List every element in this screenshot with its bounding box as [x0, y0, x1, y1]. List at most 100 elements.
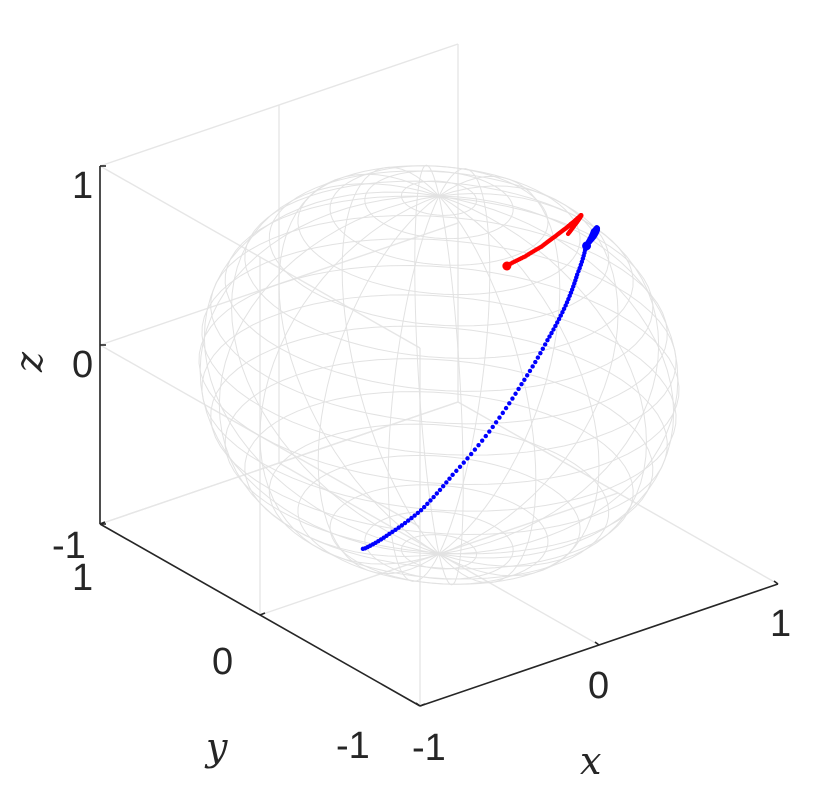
sphere-longitude-line: [387, 195, 440, 582]
x-axis-tick: [773, 580, 779, 585]
y-tick-1: 1: [72, 557, 93, 599]
series-1-point: [472, 447, 478, 452]
series-1-point: [553, 323, 558, 329]
series-1-point: [461, 460, 466, 465]
sphere-longitude-line: [259, 195, 440, 565]
series-1-point: [440, 484, 446, 489]
sphere-longitude-line: [438, 195, 537, 584]
series-1-point: [527, 368, 533, 374]
series-1-point: [428, 498, 433, 503]
series-1-point: [402, 520, 408, 526]
series-1-point: [545, 337, 550, 343]
series-1-point: [415, 510, 421, 516]
series-1-point: [457, 464, 463, 469]
series-1-point: [454, 468, 459, 474]
series-1-point: [516, 386, 521, 392]
series-1-point: [444, 480, 449, 485]
sphere-longitude-line: [317, 195, 440, 575]
series-0-point: [565, 231, 571, 237]
series-1-point: [507, 401, 512, 406]
floor-gridline: [457, 401, 779, 585]
series-1-point: [393, 527, 398, 532]
sphere-longitude-line: [218, 195, 440, 557]
series-1-point: [476, 442, 481, 448]
series-1-point: [434, 491, 440, 496]
series-1-point: [563, 303, 568, 308]
sphere-longitude-line: [438, 195, 647, 567]
series-1-point: [500, 410, 505, 416]
series-1-point: [437, 487, 443, 493]
z-tick-1: 1: [72, 165, 93, 207]
series-1-point: [513, 391, 518, 396]
series-1-point: [549, 330, 554, 336]
sphere-longitude-line: [231, 183, 440, 555]
series-1-point: [551, 327, 556, 332]
sphere-longitude-line: [438, 175, 561, 555]
floor-gridline: [99, 401, 459, 525]
series-1-point: [538, 350, 543, 356]
series-1-point: [421, 504, 427, 510]
series-1-point: [418, 507, 424, 513]
series-1-point: [524, 373, 530, 378]
series-1-point: [450, 472, 455, 478]
series-1-point: [487, 429, 492, 434]
series-1-point: [431, 494, 436, 500]
series-1-point: [542, 342, 548, 347]
z-tick-neg1: -1: [52, 525, 86, 567]
series-1-point: [519, 382, 524, 387]
series-1-point: [465, 456, 470, 461]
sphere-longitude-line: [438, 195, 464, 586]
x-tick-0: 0: [588, 665, 609, 707]
y-tick-neg1: -1: [336, 725, 370, 767]
series-1-point: [479, 438, 485, 443]
x-axis-tick: [415, 702, 421, 707]
series-1-point: [540, 346, 546, 351]
z-tick-0: 0: [72, 344, 93, 386]
x-tick-neg1: -1: [412, 727, 446, 769]
series-1-point: [556, 316, 562, 322]
series-1-point: [503, 405, 509, 411]
series-1-point: [360, 546, 366, 552]
sphere-longitude-line: [199, 195, 440, 555]
series-1-point: [412, 513, 417, 518]
trajectory-series: [360, 213, 601, 552]
x-axis-tick: [594, 641, 600, 646]
series-1-point: [510, 396, 515, 401]
series-1-point: [522, 377, 527, 383]
back-wall-gridline: [99, 43, 459, 167]
sphere-wireframe: [198, 164, 680, 586]
series-1-point: [558, 313, 563, 318]
sphere-longitude-line: [438, 185, 619, 555]
series-1-point: [561, 306, 567, 312]
y-axis-tick: [259, 612, 266, 616]
sphere-latitude-line: [198, 264, 680, 486]
series-1-point: [533, 359, 538, 365]
sphere-longitude-line: [438, 168, 491, 555]
x-axis-label: x: [580, 739, 601, 783]
axes-lines: [99, 165, 779, 707]
y-axis-label: y: [204, 725, 228, 769]
sphere-longitude-line: [438, 195, 600, 577]
sphere-longitude-line: [438, 195, 679, 555]
series-1-start-marker: [582, 241, 592, 251]
series-1-point: [530, 364, 535, 369]
series-1-point: [547, 334, 552, 339]
series-1-point: [490, 424, 495, 430]
series-1-point: [425, 501, 430, 506]
series-1-point: [396, 525, 401, 530]
sphere-longitude-line: [341, 166, 440, 555]
z-axis-label: z: [7, 351, 51, 373]
series-1-point: [468, 451, 474, 457]
series-1-point: [447, 476, 452, 481]
series-1-point: [555, 320, 560, 325]
series-1-point: [483, 433, 488, 439]
x-tick-1: 1: [770, 603, 791, 645]
y-axis-tick: [419, 703, 426, 707]
series-1-point: [399, 523, 405, 528]
y-axis-tick: [99, 521, 106, 525]
series-0-start-marker: [502, 261, 512, 271]
sphere-longitude-line: [438, 193, 660, 555]
y-tick-0: 0: [212, 641, 233, 683]
